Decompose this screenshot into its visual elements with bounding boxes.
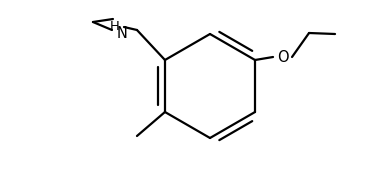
Text: O: O bbox=[277, 49, 289, 64]
Text: N: N bbox=[116, 26, 127, 41]
Text: H: H bbox=[110, 20, 120, 33]
